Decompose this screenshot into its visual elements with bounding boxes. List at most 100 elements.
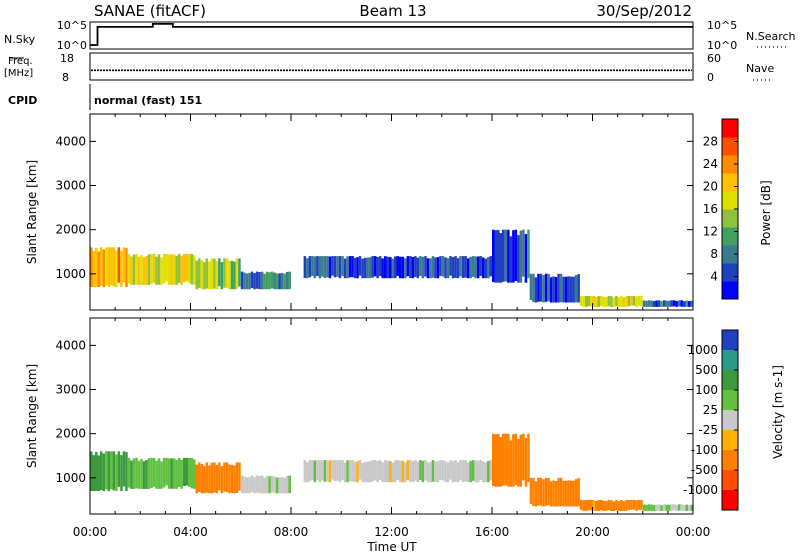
echo-cell (492, 433, 495, 487)
echo-cell (602, 500, 605, 511)
echo-cell (683, 505, 686, 511)
echo-cell (645, 300, 648, 307)
echo-cell (92, 455, 95, 491)
echo-cell (268, 272, 271, 290)
echo-cell (527, 229, 530, 279)
echo-cell (537, 477, 540, 506)
echo-cell (567, 276, 570, 303)
echo-cell (662, 300, 666, 307)
echo-cell (245, 273, 249, 290)
echo-cell (446, 258, 450, 279)
echo-cell (429, 258, 432, 279)
echo-cell (115, 250, 118, 287)
echo-cell (564, 276, 568, 303)
echo-cell (617, 501, 621, 511)
noise-right-tick-top: 10^5 (707, 19, 737, 32)
echo-cell (195, 260, 198, 290)
echo-cell (431, 256, 435, 278)
echo-cell (406, 460, 410, 481)
echo-cell (92, 251, 95, 287)
power-y-axis: 1000 2000 3000 4000 (55, 134, 693, 281)
echo-cell (132, 458, 136, 489)
echo-cell (434, 257, 437, 279)
echo-cell (107, 247, 111, 287)
echo-cell (652, 301, 656, 307)
echo-cell (122, 451, 126, 487)
echo-cell (509, 236, 513, 283)
echo-cell (273, 272, 276, 290)
echo-cell (213, 462, 216, 493)
echo-cell (318, 256, 322, 279)
echo-cell (399, 460, 402, 483)
echo-cell (107, 451, 111, 491)
echo-cell (504, 229, 508, 282)
echo-cell (497, 229, 500, 283)
echo-cell (95, 247, 98, 288)
echo-cell (152, 457, 156, 487)
noise-sky-line (90, 23, 693, 46)
echo-cell (587, 499, 590, 511)
echo-cell (517, 439, 520, 487)
noise-right-tick-bottom: 10^0 (707, 39, 737, 52)
echo-cell (363, 461, 367, 483)
echo-cell (434, 461, 437, 483)
echo-cell (441, 460, 445, 481)
echo-cell (233, 261, 236, 290)
velocity-echo-layer (90, 433, 693, 511)
echo-cell (419, 256, 422, 276)
echo-cell (574, 275, 578, 303)
echo-cell (449, 256, 452, 276)
freq-right-label: Nave (746, 62, 774, 75)
freq-left-tick-top: 18 (60, 52, 74, 65)
echo-cell (574, 479, 578, 507)
echo-cell (127, 457, 131, 488)
colorbar-swatch (722, 430, 738, 451)
echo-cell (208, 261, 211, 290)
echo-cell (474, 256, 477, 279)
echo-cell (522, 229, 525, 277)
echo-cell (579, 499, 583, 510)
echo-cell (476, 256, 480, 279)
echo-cell (585, 500, 588, 511)
velocity-y-axis: 1000 2000 3000 4000 (55, 338, 693, 485)
colorbar-swatch (722, 209, 738, 228)
echo-cell (213, 258, 216, 289)
echo-cell (416, 461, 420, 483)
echo-cell (426, 462, 430, 483)
echo-cell (306, 462, 309, 483)
echo-cell (260, 271, 264, 290)
echo-cell (311, 256, 314, 276)
echo-cell (135, 457, 138, 489)
echo-cell (507, 229, 510, 283)
echo-cell (672, 300, 676, 307)
echo-cell (547, 477, 550, 506)
echo-cell (125, 452, 128, 491)
echo-cell (368, 257, 372, 279)
echo-cell (607, 295, 611, 307)
echo-cell (544, 273, 548, 302)
echo-cell (346, 460, 349, 483)
echo-cell (587, 295, 590, 307)
echo-cell (424, 256, 427, 277)
echo-cell (562, 276, 565, 303)
echo-cell (145, 460, 148, 489)
echo-cell (378, 460, 382, 480)
echo-cell (404, 462, 407, 483)
colorbar-tick-label: 1000 (687, 343, 718, 357)
echo-cell (328, 460, 332, 483)
echo-cell (542, 275, 545, 303)
echo-cell (667, 300, 671, 307)
echo-cell (650, 504, 653, 511)
echo-cell (110, 247, 113, 286)
echo-cell (502, 229, 505, 282)
echo-cell (497, 433, 500, 487)
echo-cell (411, 257, 415, 279)
echo-cell (677, 300, 681, 307)
echo-cell (502, 433, 505, 486)
colorbar-swatch (722, 450, 738, 471)
echo-cell (539, 273, 543, 302)
echo-cell (336, 460, 339, 481)
echo-cell (569, 276, 573, 303)
echo-cell (105, 247, 108, 286)
echo-cell (660, 301, 663, 307)
